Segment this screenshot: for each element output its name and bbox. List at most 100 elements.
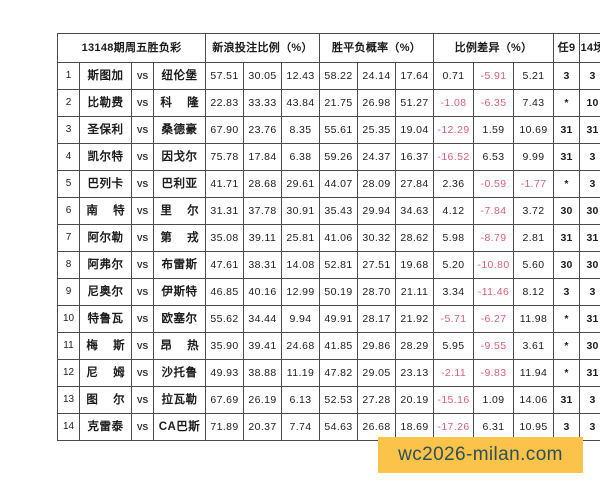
table-row: 4 凯尔特 VS 因戈尔 75.78 17.84 6.38 59.26 24.37 16.37 -1…	[57, 143, 600, 171]
bet-ratio-1: 75.78	[205, 143, 245, 171]
bet-ratio-2: 26.19	[243, 386, 283, 414]
row-number: 2	[57, 89, 80, 117]
probability-1: 41.85	[319, 332, 359, 360]
row-number: 9	[57, 278, 80, 306]
match14-value: 30	[579, 332, 600, 360]
ren9-value: 31	[553, 224, 581, 252]
home-team: 克雷泰	[79, 413, 132, 441]
table-row: 8 阿弗尔 VS 布雷斯 47.61 38.31 14.08 52.81 27.51 19.68 5…	[57, 251, 600, 279]
home-team: 阿尔勒	[79, 224, 132, 252]
match14-value: 31	[579, 305, 600, 333]
row-number: 7	[57, 224, 80, 252]
bet-ratio-2: 39.11	[243, 224, 283, 252]
probability-3: 21.92	[395, 305, 435, 333]
ren9-value: 3	[553, 278, 581, 306]
difference-2: -9.83	[473, 359, 515, 387]
bet-ratio-3: 43.84	[281, 89, 321, 117]
row-number: 12	[57, 359, 80, 387]
probability-3: 34.63	[395, 197, 435, 225]
difference-3: -1.77	[513, 170, 555, 198]
home-team: 特鲁瓦	[79, 305, 132, 333]
home-team: 南 特	[79, 197, 132, 225]
bet-ratio-3: 29.61	[281, 170, 321, 198]
difference-1: -5.71	[433, 305, 475, 333]
difference-3: 10.95	[513, 413, 555, 441]
bet-ratio-3: 30.91	[281, 197, 321, 225]
probability-1: 52.81	[319, 251, 359, 279]
vs-label: VS	[131, 224, 154, 252]
difference-1: -12.29	[433, 116, 475, 144]
bet-ratio-1: 31.31	[205, 197, 245, 225]
row-number: 10	[57, 305, 80, 333]
watermark-badge: wc2026-milan.com	[378, 437, 583, 473]
ren9-value: *	[553, 305, 581, 333]
away-team: 纽伦堡	[152, 62, 207, 90]
probability-2: 24.37	[357, 143, 397, 171]
table-row: 12 尼 姆 VS 沙托鲁 49.93 38.88 11.19 47.82 29.05 23.13…	[57, 359, 600, 387]
difference-1: 3.34	[433, 278, 475, 306]
vs-label: VS	[131, 89, 154, 117]
ren9-value: 31	[553, 116, 581, 144]
probability-1: 50.19	[319, 278, 359, 306]
match14-value: 31	[579, 116, 600, 144]
probability-3: 19.68	[395, 251, 435, 279]
away-team: 桑德豪	[152, 116, 207, 144]
difference-2: -9.55	[473, 332, 515, 360]
home-team: 斯图加	[79, 62, 132, 90]
difference-1: 5.98	[433, 224, 475, 252]
difference-1: -17.26	[433, 413, 475, 441]
header-title: 13148期周五胜负彩	[56, 33, 207, 63]
home-team: 圣保利	[79, 116, 132, 144]
away-team: 第 戎	[152, 224, 207, 252]
table-header: 13148期周五胜负彩 新浪投注比例（%） 胜平负概率（%） 比例差异（%） 任…	[56, 33, 600, 63]
match14-value: 31	[579, 359, 600, 387]
row-number: 5	[57, 170, 80, 198]
away-team: CA巴斯	[152, 413, 207, 441]
bet-ratio-2: 33.33	[243, 89, 283, 117]
bet-ratio-1: 47.61	[205, 251, 245, 279]
probability-2: 30.32	[357, 224, 397, 252]
difference-1: 5.95	[433, 332, 475, 360]
table-row: 10 特鲁瓦 VS 欧塞尔 55.62 34.44 9.94 49.91 28.17 21.92-…	[57, 305, 600, 333]
row-number: 14	[57, 413, 80, 441]
bet-ratio-2: 38.31	[243, 251, 283, 279]
row-number: 4	[57, 143, 80, 171]
away-team: 拉瓦勒	[152, 386, 207, 414]
probability-1: 59.26	[319, 143, 359, 171]
probability-1: 52.53	[319, 386, 359, 414]
difference-2: -10.80	[473, 251, 515, 279]
match14-value: 3	[579, 413, 600, 441]
row-number: 6	[57, 197, 80, 225]
probability-1: 49.91	[319, 305, 359, 333]
probability-3: 27.84	[395, 170, 435, 198]
difference-2: -6.27	[473, 305, 515, 333]
difference-2: -8.79	[473, 224, 515, 252]
header-probability: 胜平负概率（%）	[319, 33, 435, 63]
probability-3: 20.19	[395, 386, 435, 414]
match14-value: 10	[579, 89, 600, 117]
probability-1: 55.61	[319, 116, 359, 144]
difference-3: 5.21	[513, 62, 555, 90]
row-number: 1	[57, 62, 80, 90]
lottery-odds-table: 13148期周五胜负彩 新浪投注比例（%） 胜平负概率（%） 比例差异（%） 任…	[56, 33, 600, 441]
bet-ratio-2: 37.78	[243, 197, 283, 225]
bet-ratio-3: 14.08	[281, 251, 321, 279]
probability-1: 21.75	[319, 89, 359, 117]
away-team: 伊斯特	[152, 278, 207, 306]
probability-3: 21.11	[395, 278, 435, 306]
difference-3: 11.98	[513, 305, 555, 333]
home-team: 比勒费	[79, 89, 132, 117]
ren9-value: 3	[553, 413, 581, 441]
vs-label: VS	[131, 62, 154, 90]
probability-1: 41.06	[319, 224, 359, 252]
probability-1: 54.63	[319, 413, 359, 441]
ren9-value: *	[553, 89, 581, 117]
probability-3: 19.04	[395, 116, 435, 144]
table-row: 13 图 尔 VS 拉瓦勒 67.69 26.19 6.13 52.53 27.28 20.19-…	[57, 386, 600, 414]
header-difference: 比例差异（%）	[433, 33, 555, 63]
difference-3: 3.72	[513, 197, 555, 225]
probability-3: 16.37	[395, 143, 435, 171]
difference-1: -2.11	[433, 359, 475, 387]
away-team: 因戈尔	[152, 143, 207, 171]
home-team: 阿弗尔	[79, 251, 132, 279]
